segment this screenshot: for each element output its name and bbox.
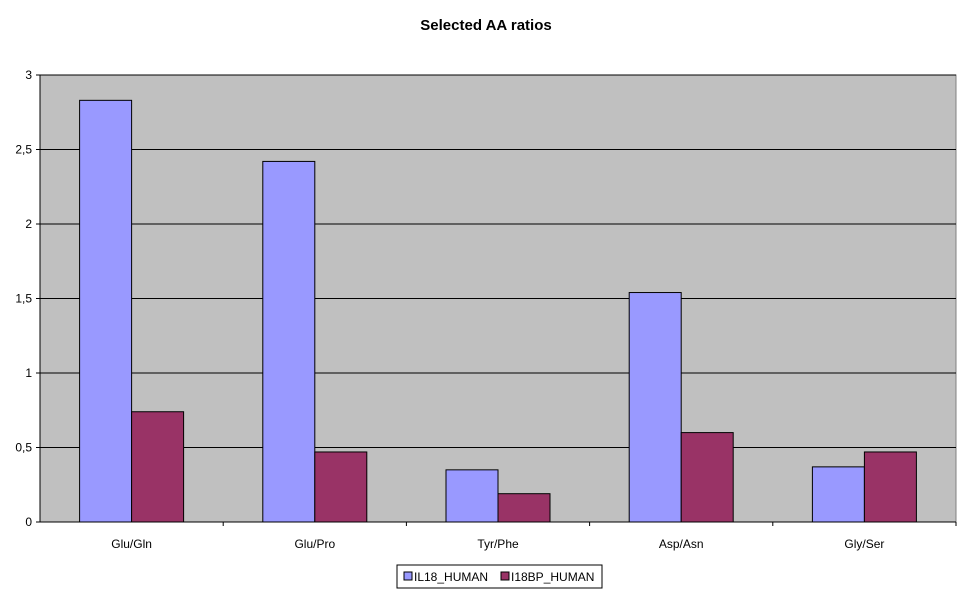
x-tick-label: Glu/Pro	[294, 537, 335, 551]
x-tick-label: Tyr/Phe	[477, 537, 519, 551]
bar-i18bp-human-gly-ser	[863, 451, 917, 523]
chart-title: Selected AA ratios	[420, 17, 551, 34]
legend-label-il18-human: IL18_HUMAN	[414, 570, 488, 584]
y-tick-label: 3	[25, 68, 32, 82]
x-tick-labels: Glu/Gln Glu/Pro Tyr/Phe Asp/Asn Gly/Ser	[111, 537, 884, 551]
axes	[36, 74, 957, 526]
legend-box	[396, 564, 603, 589]
legend-swatch-i18bp-human	[500, 571, 510, 581]
legend: IL18_HUMAN I18BP_HUMAN	[396, 564, 603, 589]
x-tick-label: Glu/Gln	[111, 537, 152, 551]
bar-il18-human-tyr-phe	[445, 469, 499, 523]
y-tick-label: 2,5	[15, 143, 32, 157]
bar-i18bp-human-tyr-phe	[497, 493, 551, 523]
grid-lines	[40, 74, 956, 448]
legend-label-i18bp-human: I18BP_HUMAN	[511, 570, 594, 584]
bar-il18-human-gly-ser	[811, 466, 865, 523]
y-tick-label: 2	[25, 217, 32, 231]
x-tick-label: Gly/Ser	[844, 537, 884, 551]
y-tick-label: 0	[25, 515, 32, 529]
y-tick-label: 0,5	[15, 441, 32, 455]
bars	[79, 99, 917, 523]
legend-swatch-il18-human	[403, 571, 413, 581]
bar-i18bp-human-glu-gln	[131, 411, 185, 523]
bar-i18bp-human-asp-asn	[680, 432, 734, 523]
bar-i18bp-human-glu-pro	[314, 451, 368, 523]
y-tick-label: 1	[25, 366, 32, 380]
y-tick-labels: 0 0,5 1 1,5 2 2,5 3	[15, 68, 32, 529]
x-tick-label: Asp/Asn	[659, 537, 704, 551]
bar-il18-human-glu-pro	[262, 160, 316, 523]
bar-il18-human-asp-asn	[628, 292, 682, 523]
bar-il18-human-glu-gln	[79, 99, 133, 523]
y-tick-label: 1,5	[15, 292, 32, 306]
